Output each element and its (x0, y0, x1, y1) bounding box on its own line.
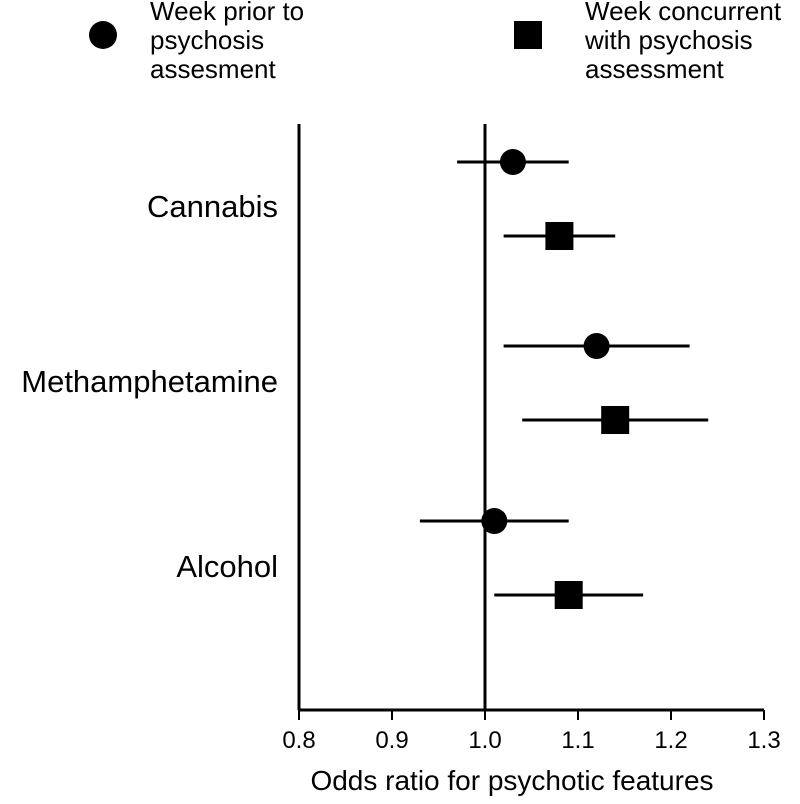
legend-marker-circle (89, 21, 117, 49)
category-label: Alcohol (176, 549, 278, 584)
legend-label-line: psychosis (150, 25, 264, 55)
x-tick-label: 1.2 (654, 727, 687, 754)
x-tick-label: 0.9 (375, 727, 408, 754)
legend-label-line: Week concurrent (585, 0, 782, 26)
legend-label-line: Week prior to (150, 0, 304, 26)
data-point-circle (583, 333, 610, 359)
data-point-circle (499, 149, 526, 175)
data-point-square (554, 581, 583, 609)
legend-label-line: assessment (585, 54, 724, 84)
x-tick-label: 1.1 (561, 727, 594, 754)
legend-marker-square (514, 21, 542, 49)
legend-label-line: with psychosis (584, 25, 753, 55)
x-tick-label: 1.3 (747, 727, 780, 754)
data-point-square (601, 406, 630, 434)
x-tick-label: 1.0 (468, 727, 501, 754)
category-labels: Cannabis Methamphetamine Alcohol (21, 189, 278, 584)
data-point-circle (481, 508, 508, 534)
category-label: Cannabis (147, 189, 278, 224)
x-axis-title: Odds ratio for psychotic features (310, 765, 713, 796)
data-point-square (545, 222, 574, 250)
x-tick-label: 0.8 (282, 727, 315, 754)
axes: 0.8 0.9 1.0 1.1 1.2 1.3 (282, 124, 781, 754)
category-label: Methamphetamine (21, 364, 278, 399)
legend-label-line: assesment (150, 54, 276, 84)
data-marks (419, 149, 709, 609)
